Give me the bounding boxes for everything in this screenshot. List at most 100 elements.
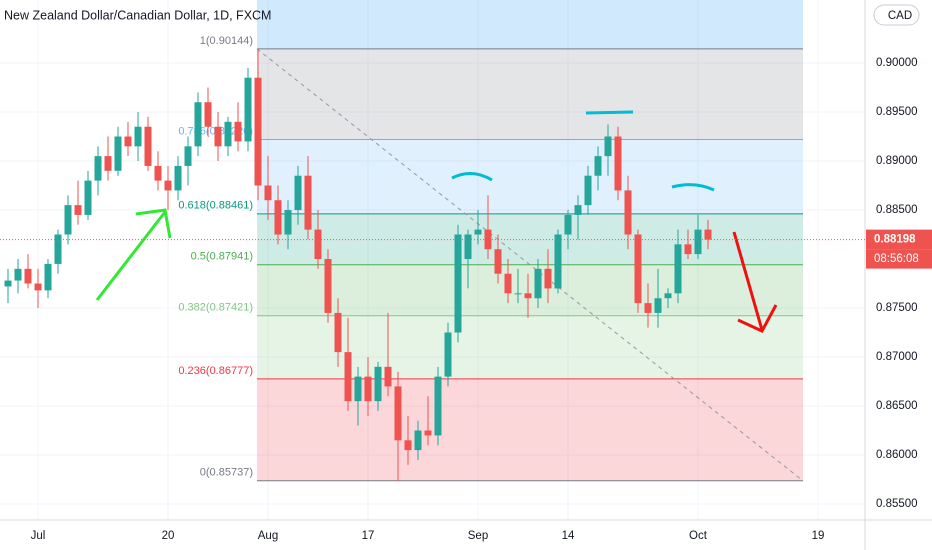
y-tick-label: 0.89500 [876,106,918,118]
x-tick-label: 17 [362,530,375,542]
candle-body [164,180,172,191]
candle-body [394,386,402,441]
candles [4,48,712,481]
candle-body [124,136,132,147]
candle-body [614,136,622,191]
candle-body [204,102,212,127]
fib-band [257,48,803,140]
candle-body [354,376,362,402]
fib-band [257,378,803,481]
x-tick-label: 14 [562,530,575,542]
candle-body [174,165,182,191]
currency-button-label[interactable]: CAD [888,10,912,22]
arrow-annotation [732,231,778,333]
candle-body [584,175,592,206]
chart-title: New Zealand Dollar/Canadian Dollar, 1D, … [4,8,271,22]
candle-body [464,234,472,260]
candle-body [574,205,582,215]
candle-body [104,156,112,171]
candle-body [444,332,452,377]
background [0,0,865,520]
candle-body [544,268,552,289]
countdown-box [866,249,932,269]
y-tick-label: 0.90000 [876,57,918,69]
candle-body [664,293,672,299]
candle-body [364,376,372,402]
y-tick-label: 0.86000 [876,449,918,461]
y-tick-label: 0.85500 [876,498,918,510]
candle-body [54,234,62,264]
candle-body [304,175,312,230]
candle-body [674,244,682,294]
candle-body [34,283,42,291]
candle-body [344,352,352,402]
candle-body [44,263,52,291]
candle-body [554,234,562,289]
candle-body [334,312,342,353]
fib-band [257,264,803,316]
candle-body [524,293,532,299]
candle-body [254,77,262,186]
candle-body [684,244,692,255]
candle-body [634,234,642,304]
fib-band [257,213,803,265]
x-tick-label: Sep [468,530,488,542]
candle-body [64,205,72,235]
candle-body [274,200,282,235]
candle-body [74,205,82,215]
candle-body [284,210,292,235]
candle-body [374,366,382,402]
candle-body [704,229,712,240]
candle-body [594,156,602,176]
fibonacci-retracement: 1(0.90144)0.786(0.89220)0.618(0.88461)0.… [178,0,804,482]
candle-body [14,268,22,281]
candle-body [434,376,442,436]
candle-body [624,190,632,235]
candle-body [424,430,432,436]
candle-body [694,229,702,255]
arrow-annotation [95,208,172,301]
candle-body [324,259,332,313]
x-tick-label: 19 [812,530,825,542]
candle-body [134,126,142,147]
candle-body [194,102,202,147]
candle-body [224,121,232,147]
candle-body [414,430,422,451]
y-tick-label: 0.86500 [876,400,918,412]
candle-body [514,293,522,295]
candle-body [294,175,302,211]
candle-body [384,366,392,387]
candle-body [234,121,242,142]
candle-body [314,229,322,260]
x-tick-label: 20 [162,530,175,542]
candle-body [564,214,572,235]
fib-level-label: 0.5(0.87941) [191,251,253,263]
candle-body [494,249,502,274]
candle-body [534,268,542,299]
candle-body [24,268,32,284]
currency-button[interactable] [873,4,920,26]
candle-body [144,126,152,166]
current-price-label: 0.88198 [874,234,916,246]
y-tick-label: 0.87500 [876,302,918,314]
fib-level-label: 0.382(0.87421) [178,302,253,314]
x-tick-label: Oct [689,530,708,542]
candle-body [404,440,412,451]
candle-body [484,229,492,250]
fib-level-label: 0(0.85737) [200,467,253,479]
countdown-label: 08:56:08 [874,253,919,265]
arc-annotation [671,183,715,192]
candle-body [604,136,612,157]
candle-body [454,234,462,333]
fib-band [257,0,803,49]
candle-body [94,156,102,181]
candle-body [654,298,662,313]
candle-body [474,229,482,235]
y-tick-label: 0.88500 [876,204,918,216]
fib-level-label: 0.618(0.88461) [178,200,253,212]
candle-body [184,146,192,166]
fib-level-label: 0.236(0.86777) [178,365,253,377]
candle-body [114,136,122,171]
x-tick-label: Jul [31,530,46,542]
